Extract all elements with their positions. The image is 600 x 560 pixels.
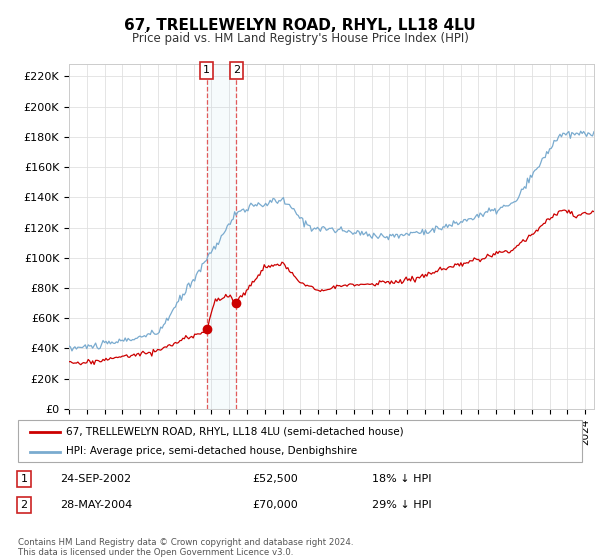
Text: Contains HM Land Registry data © Crown copyright and database right 2024.
This d: Contains HM Land Registry data © Crown c…: [18, 538, 353, 557]
Text: 18% ↓ HPI: 18% ↓ HPI: [372, 474, 431, 484]
Text: 28-MAY-2004: 28-MAY-2004: [60, 500, 132, 510]
Text: £52,500: £52,500: [252, 474, 298, 484]
Text: 2: 2: [20, 500, 28, 510]
Text: 1: 1: [20, 474, 28, 484]
Text: HPI: Average price, semi-detached house, Denbighshire: HPI: Average price, semi-detached house,…: [66, 446, 357, 456]
Text: 1: 1: [203, 66, 210, 76]
Text: 67, TRELLEWELYN ROAD, RHYL, LL18 4LU: 67, TRELLEWELYN ROAD, RHYL, LL18 4LU: [124, 18, 476, 33]
Text: 67, TRELLEWELYN ROAD, RHYL, LL18 4LU (semi-detached house): 67, TRELLEWELYN ROAD, RHYL, LL18 4LU (se…: [66, 427, 404, 437]
Text: 29% ↓ HPI: 29% ↓ HPI: [372, 500, 431, 510]
Text: 2: 2: [233, 66, 240, 76]
Text: £70,000: £70,000: [252, 500, 298, 510]
Text: Price paid vs. HM Land Registry's House Price Index (HPI): Price paid vs. HM Land Registry's House …: [131, 32, 469, 45]
Bar: [206, 64, 236, 409]
Text: 24-SEP-2002: 24-SEP-2002: [60, 474, 131, 484]
